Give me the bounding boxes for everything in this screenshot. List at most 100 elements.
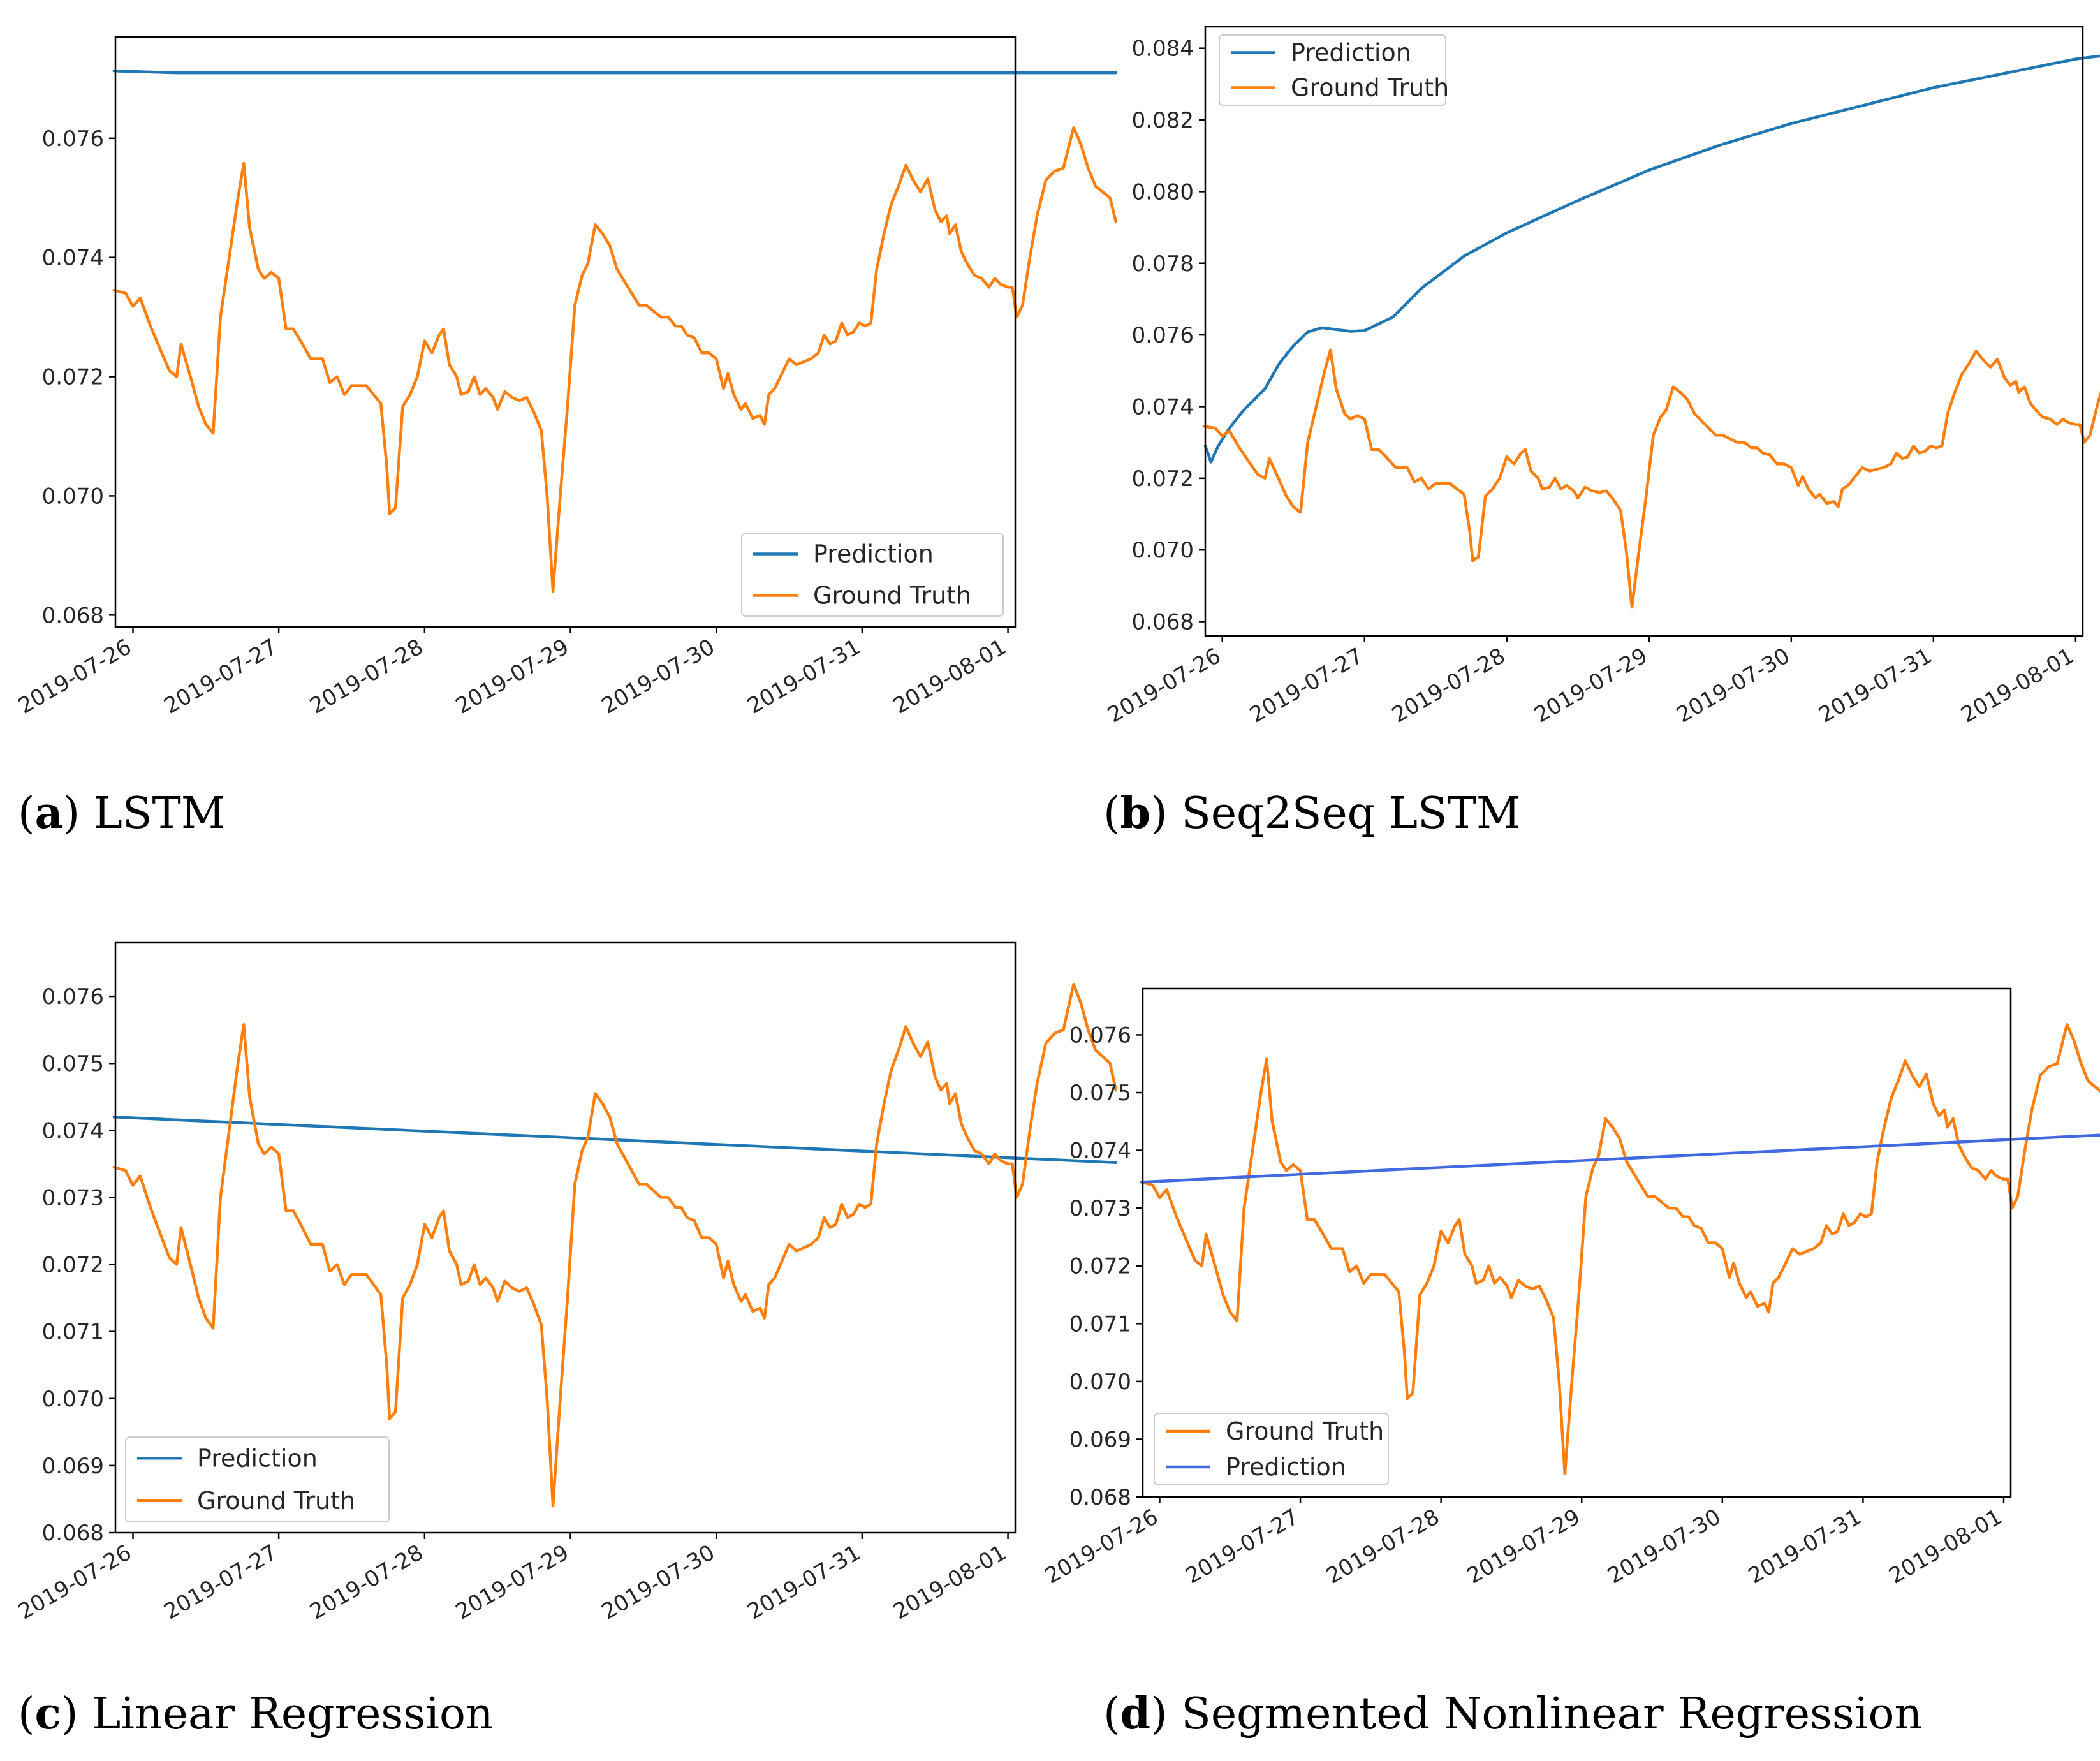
axes-frame — [114, 941, 1017, 1534]
y-tick-label: 0.071 — [42, 1320, 104, 1345]
x-tick-label: 2019-07-31 — [743, 634, 865, 719]
y-tick-label: 0.075 — [42, 1051, 104, 1077]
y-tick-label: 0.080 — [1132, 179, 1194, 205]
x-tick-label: 2019-07-29 — [452, 634, 573, 719]
panel-c-linear-regression: 0.068 0.069 0.070 0.071 0.072 0.073 0.074 0.075… — [14, 941, 1118, 1739]
panel-caption: (a) LSTM — [18, 788, 225, 839]
series-line-prediction — [1140, 1133, 2100, 1184]
caption-text: Seq2Seq LSTM — [1181, 788, 1520, 839]
x-tick-label: 2019-07-29 — [1530, 643, 1652, 728]
y-tick-label: 0.075 — [1069, 1080, 1131, 1106]
axes-frame — [114, 36, 1017, 628]
y-tick-label: 0.076 — [1069, 1022, 1131, 1048]
panel-caption: (c) Linear Regression — [18, 1688, 494, 1739]
legend-entry: Ground Truth — [197, 1487, 355, 1515]
legend — [1154, 1413, 1389, 1485]
x-tick-label: 2019-08-01 — [889, 1540, 1011, 1625]
series-line-prediction — [112, 70, 1118, 75]
x-tick-label: 2019-07-31 — [743, 1540, 865, 1625]
x-tick-label: 2019-07-27 — [1181, 1504, 1303, 1589]
x-tick-label: 2019-07-31 — [1744, 1504, 1866, 1589]
y-tick-label: 0.070 — [1069, 1369, 1131, 1395]
legend — [741, 533, 1004, 617]
y-tick-label: 0.078 — [1132, 251, 1194, 277]
legend-entry: Ground Truth — [1291, 74, 1449, 102]
x-tick-label: 2019-07-30 — [598, 1540, 719, 1625]
x-tick-label: 2019-07-28 — [305, 634, 427, 719]
y-tick-label: 0.068 — [1069, 1485, 1131, 1510]
panel-a-lstm: 0.068 0.070 0.072 0.074 0.076 2019-07-26 2019-… — [14, 36, 1118, 839]
caption-text: Segmented Nonlinear Regression — [1181, 1689, 1922, 1739]
legend — [1219, 34, 1446, 106]
x-tick-label: 2019-07-27 — [1245, 643, 1367, 728]
panel-d-segmented-nonlinear-regression: 0.068 0.069 0.070 0.071 0.072 0.073 0.074 0.075… — [1041, 987, 2100, 1739]
x-tick-label: 2019-07-28 — [1388, 643, 1509, 728]
axes-frame — [1204, 26, 2084, 637]
panel-caption: (d) Segmented Nonlinear Regression — [1103, 1688, 1922, 1739]
series-line-ground-truth — [1140, 1022, 2100, 1476]
y-tick-label: 0.082 — [1132, 108, 1194, 133]
y-tick-label: 0.074 — [42, 246, 104, 271]
y-tick-label: 0.072 — [42, 365, 104, 390]
y-tick-label: 0.070 — [1132, 538, 1194, 563]
caption-letter: d — [1120, 1688, 1151, 1739]
y-tick-label: 0.070 — [42, 1387, 104, 1412]
x-tick-label: 2019-07-26 — [14, 1540, 136, 1625]
x-tick-label: 2019-07-26 — [1041, 1504, 1163, 1589]
x-tick-label: 2019-07-28 — [305, 1540, 427, 1625]
y-tick-label: 0.071 — [1069, 1311, 1131, 1337]
x-tick-label: 2019-07-29 — [452, 1540, 573, 1625]
x-tick-label: 2019-07-28 — [1322, 1504, 1444, 1589]
x-tick-label: 2019-08-01 — [1884, 1504, 2006, 1589]
y-tick-label: 0.076 — [42, 126, 104, 152]
x-tick-label: 2019-07-27 — [160, 634, 282, 719]
legend-entry: Prediction — [1226, 1453, 1346, 1481]
y-tick-label: 0.074 — [1069, 1138, 1131, 1164]
x-tick-label: 2019-08-01 — [1957, 643, 2078, 728]
y-tick-label: 0.072 — [42, 1253, 104, 1278]
legend-entry: Ground Truth — [813, 582, 971, 610]
y-tick-label: 0.072 — [1132, 466, 1194, 492]
caption-text: LSTM — [94, 788, 226, 839]
x-tick-label: 2019-07-26 — [14, 634, 136, 719]
legend-entry: Prediction — [813, 540, 934, 568]
y-tick-label: 0.068 — [1132, 610, 1194, 635]
legend-entry: Ground Truth — [1226, 1417, 1384, 1445]
y-tick-label: 0.073 — [1069, 1196, 1131, 1221]
y-tick-label: 0.072 — [1069, 1254, 1131, 1279]
y-tick-label: 0.074 — [42, 1118, 104, 1144]
panel-b-seq2seq-lstm: 0.068 0.070 0.072 0.074 0.076 0.078 0.080 0.082… — [1103, 26, 2100, 839]
legend-entry: Prediction — [1291, 39, 1411, 67]
y-tick-label: 0.073 — [42, 1185, 104, 1211]
caption-letter: b — [1120, 788, 1151, 839]
y-tick-label: 0.076 — [1132, 323, 1194, 348]
caption-letter: a — [35, 788, 63, 839]
x-tick-label: 2019-07-30 — [598, 634, 719, 719]
x-tick-label: 2019-07-29 — [1463, 1504, 1585, 1589]
y-tick-label: 0.074 — [1132, 394, 1194, 420]
series-line-prediction — [1203, 54, 2100, 464]
axes-frame — [1142, 987, 2012, 1498]
x-tick-label: 2019-07-30 — [1672, 643, 1794, 728]
x-tick-label: 2019-07-27 — [160, 1540, 282, 1625]
y-tick-label: 0.068 — [42, 603, 104, 628]
caption-text: Linear Regression — [92, 1689, 494, 1739]
legend — [125, 1436, 390, 1522]
y-tick-label: 0.069 — [42, 1454, 104, 1479]
x-tick-label: 2019-07-26 — [1103, 643, 1225, 728]
panel-caption: (b) Seq2Seq LSTM — [1103, 788, 1521, 839]
x-tick-label: 2019-07-31 — [1814, 643, 1936, 728]
y-tick-label: 0.068 — [42, 1521, 104, 1546]
series-line-ground-truth — [112, 982, 1118, 1508]
y-tick-label: 0.076 — [42, 984, 104, 1010]
y-tick-label: 0.070 — [42, 483, 104, 509]
x-tick-label: 2019-08-01 — [889, 634, 1011, 719]
x-tick-label: 2019-07-30 — [1603, 1504, 1725, 1589]
series-line-ground-truth — [112, 126, 1118, 593]
y-tick-label: 0.069 — [1069, 1427, 1131, 1452]
caption-letter: c — [35, 1688, 61, 1739]
y-tick-label: 0.084 — [1132, 36, 1194, 62]
legend-entry: Prediction — [197, 1444, 318, 1472]
series-line-ground-truth — [1202, 348, 2100, 609]
